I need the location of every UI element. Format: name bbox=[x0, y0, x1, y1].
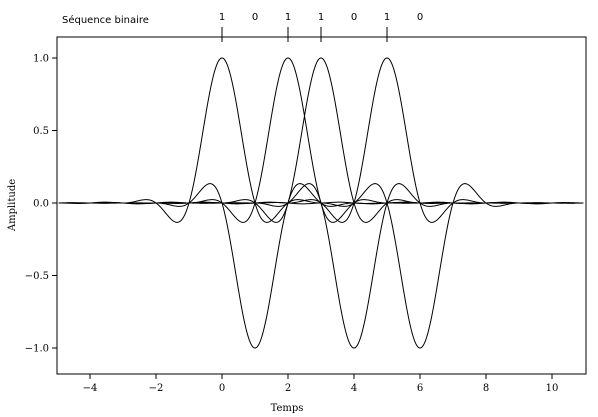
sequence-bit-label: 1 bbox=[285, 12, 291, 23]
pulse-curve-4 bbox=[58, 183, 584, 349]
pulse-curve-1 bbox=[58, 183, 584, 349]
sequence-label: Séquence binaire bbox=[62, 14, 149, 26]
x-tick-label: 2 bbox=[285, 383, 291, 394]
pulse-curve-5 bbox=[58, 57, 584, 223]
pulse-curve-2 bbox=[58, 57, 584, 223]
sequence-bit-label: 0 bbox=[351, 12, 357, 23]
sequence-bit-label: 1 bbox=[318, 12, 324, 23]
sequence-bit-label: 0 bbox=[417, 12, 423, 23]
y-tick-label: 0.0 bbox=[33, 199, 49, 210]
pulse-curve-3 bbox=[58, 57, 584, 223]
sequence-bit-label: 0 bbox=[252, 12, 258, 23]
y-tick-label: −1.0 bbox=[25, 344, 49, 355]
sequence-bit-label: 1 bbox=[384, 12, 390, 23]
y-ticks: 1.0 0.5 0.0 −0.5 −1.0 bbox=[25, 54, 57, 355]
y-tick-label: 0.5 bbox=[33, 126, 49, 137]
curves bbox=[58, 57, 584, 349]
y-tick-label: 1.0 bbox=[33, 54, 49, 65]
x-ticks: −4 −2 0 2 4 6 8 10 bbox=[83, 374, 559, 394]
x-tick-label: 8 bbox=[483, 383, 489, 394]
sequence-marks: 1 0 1 1 0 1 0 bbox=[219, 12, 423, 42]
pulse-curve-6 bbox=[58, 183, 584, 349]
x-tick-label: 4 bbox=[351, 383, 357, 394]
sequence-bit-label: 1 bbox=[219, 12, 225, 23]
x-tick-label: −2 bbox=[149, 383, 164, 394]
y-axis-label: Amplitude bbox=[7, 179, 18, 232]
pulse-curve-0 bbox=[58, 57, 584, 223]
x-axis-label: Temps bbox=[271, 403, 304, 414]
y-tick-label: −0.5 bbox=[25, 271, 49, 282]
x-tick-label: 10 bbox=[546, 383, 559, 394]
x-tick-label: 6 bbox=[417, 383, 423, 394]
x-tick-label: −4 bbox=[83, 383, 98, 394]
x-tick-label: 0 bbox=[219, 383, 225, 394]
